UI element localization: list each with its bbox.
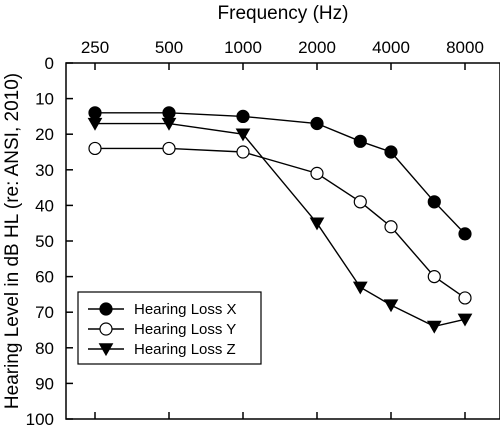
x-tick-label: 8000 (446, 38, 484, 57)
data-point (162, 141, 176, 156)
legend-label: Hearing Loss Y (134, 321, 236, 338)
data-point (384, 145, 398, 159)
legend-label: Hearing Loss Z (134, 341, 236, 358)
x-tick-label: 4000 (372, 38, 410, 57)
data-point (352, 281, 368, 295)
data-point (235, 128, 251, 142)
data-point (427, 195, 441, 209)
legend-marker (99, 302, 113, 316)
data-point (353, 195, 367, 209)
series-1 (88, 106, 472, 241)
data-point (427, 270, 441, 284)
x-tick-label: 1000 (224, 38, 262, 57)
series-3 (87, 117, 473, 334)
legend-entry: Hearing Loss Z (88, 341, 236, 358)
data-point (458, 227, 472, 241)
legend: Hearing Loss X Hearing Loss Y Hearing Loss… (77, 291, 262, 365)
x-axis-title: Frequency (Hz) (218, 3, 349, 24)
y-tick-label: 0 (45, 54, 54, 73)
x-tick-label: 250 (81, 38, 109, 57)
data-point (88, 141, 102, 156)
data-point (309, 217, 325, 231)
data-point (310, 116, 324, 131)
legend-entry: Hearing Loss X (88, 301, 237, 318)
data-point (457, 313, 473, 327)
legend-marker (99, 322, 113, 336)
data-point (88, 106, 102, 120)
y-tick-label: 10 (35, 90, 54, 109)
data-point (236, 145, 250, 159)
legend-entry: Hearing Loss Y (88, 321, 236, 338)
data-point (458, 291, 472, 305)
data-point (236, 109, 250, 124)
data-point (161, 117, 177, 131)
series-2 (88, 141, 472, 305)
y-tick-label: 100 (26, 410, 54, 429)
data-point (310, 166, 324, 180)
y-tick-label: 20 (35, 125, 54, 144)
y-axis-title: Hearing Level in dB HL (re: ANSI, 2010) (2, 73, 23, 409)
y-tick-label: 50 (35, 232, 54, 251)
y-tick-label: 80 (35, 339, 54, 358)
y-tick-label: 40 (35, 196, 54, 215)
data-point (384, 220, 398, 234)
series-line (95, 112, 466, 235)
y-tick-label: 30 (35, 161, 54, 180)
x-tick-label: 500 (155, 38, 183, 57)
series-line (95, 122, 466, 328)
y-tick-label: 60 (35, 268, 54, 287)
legend-label: Hearing Loss X (134, 301, 237, 318)
legend-marker (98, 343, 114, 357)
data-point (426, 320, 442, 334)
y-tick-label: 70 (35, 303, 54, 322)
plot-frame (65, 62, 500, 420)
data-point (353, 134, 367, 148)
x-axis-ticks: 250 500 1000 2000 4000 8000 (81, 38, 484, 419)
series-layer (87, 106, 473, 334)
data-point (383, 299, 399, 313)
data-point (162, 106, 176, 120)
y-tick-label: 90 (35, 374, 54, 393)
data-point (87, 117, 103, 131)
series-line (95, 147, 466, 299)
x-tick-label: 2000 (298, 38, 336, 57)
